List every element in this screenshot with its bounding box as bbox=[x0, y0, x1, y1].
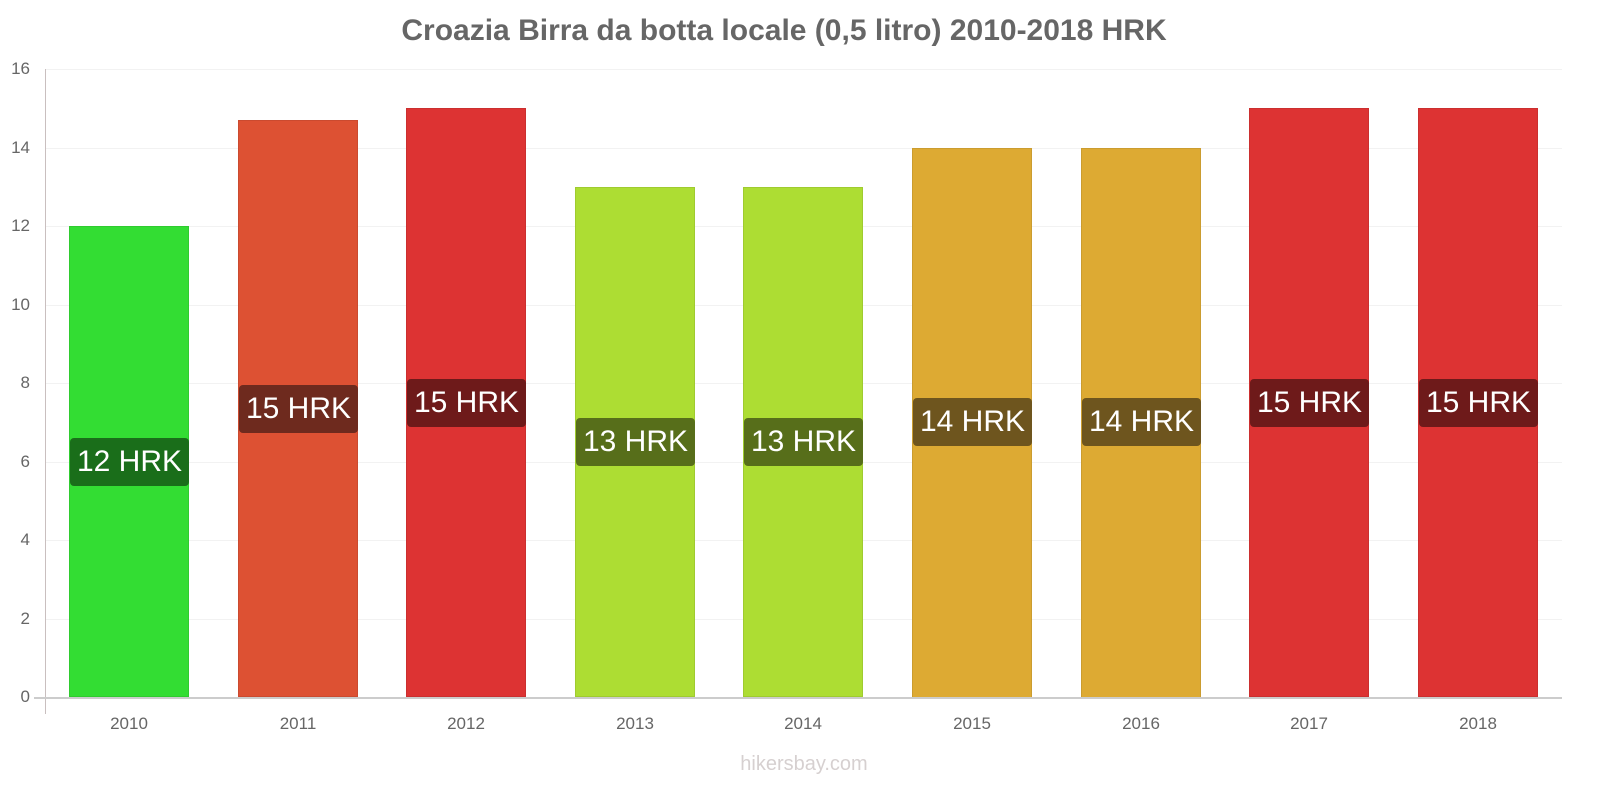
y-tick-label: 0 bbox=[20, 687, 30, 706]
data-label-2016: 14 HRK bbox=[1082, 398, 1201, 446]
y-tick-label: 4 bbox=[20, 530, 30, 549]
y-tick-label: 10 bbox=[11, 295, 30, 314]
gridline bbox=[46, 148, 1562, 149]
y-axis-line bbox=[45, 69, 46, 714]
x-tick-label: 2016 bbox=[1122, 714, 1160, 733]
data-label-2015: 14 HRK bbox=[913, 398, 1032, 446]
data-label-2011: 15 HRK bbox=[239, 385, 358, 433]
data-label-2017: 15 HRK bbox=[1250, 379, 1369, 427]
x-tick-label: 2013 bbox=[616, 714, 654, 733]
data-label-2014: 13 HRK bbox=[744, 418, 863, 466]
y-tick-label: 12 bbox=[11, 216, 30, 235]
data-label-2018: 15 HRK bbox=[1419, 379, 1538, 427]
watermark: hikersbay.com bbox=[740, 753, 868, 775]
gridline bbox=[46, 69, 1562, 70]
x-tick-label: 2018 bbox=[1459, 714, 1497, 733]
data-label-2010: 12 HRK bbox=[70, 438, 189, 486]
y-tick-label: 6 bbox=[20, 452, 30, 471]
x-tick-label: 2010 bbox=[110, 714, 148, 733]
x-tick-label: 2015 bbox=[953, 714, 991, 733]
y-tick-label: 16 bbox=[11, 59, 30, 78]
chart-title: Croazia Birra da botta locale (0,5 litro… bbox=[401, 14, 1167, 47]
x-tick-label: 2017 bbox=[1290, 714, 1328, 733]
y-tick-label: 8 bbox=[20, 373, 30, 392]
x-tick-label: 2014 bbox=[784, 714, 822, 733]
data-label-2012: 15 HRK bbox=[407, 379, 526, 427]
x-tick-label: 2012 bbox=[447, 714, 485, 733]
data-label-2013: 13 HRK bbox=[576, 418, 695, 466]
y-tick-label: 14 bbox=[11, 138, 30, 157]
y-tick-label: 2 bbox=[20, 609, 30, 628]
x-axis-line bbox=[34, 697, 1562, 699]
x-tick-label: 2011 bbox=[279, 714, 317, 733]
